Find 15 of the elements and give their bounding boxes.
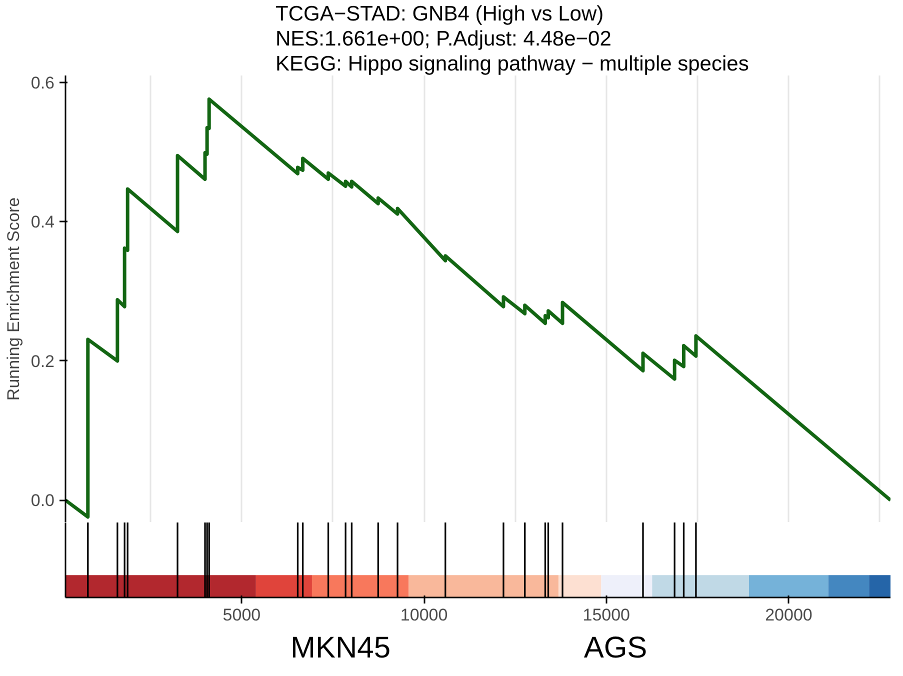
x-tick-label: 5000 — [222, 605, 261, 624]
y-tick-label: 0.6 — [30, 73, 55, 92]
text: AGS — [584, 632, 648, 664]
y-tick-label: 0.2 — [30, 352, 55, 371]
text: MKN45 — [290, 632, 391, 664]
y-tick-label: 0.4 — [30, 212, 55, 232]
x-tick-label: 20000 — [765, 605, 812, 624]
chart-subtitle: NES:1.661e+00; P.Adjust: 4.48e−02 — [276, 28, 612, 50]
y-axis-title: Running Enrichment Score — [4, 197, 23, 401]
line-series — [66, 97, 890, 519]
y-tick-label: 0.0 — [30, 491, 55, 510]
chart-title: TCGA−STAD: GNB4 (High vs Low) — [276, 2, 604, 26]
x-tick-label: 10000 — [400, 605, 448, 624]
x-tick-label: 15000 — [582, 605, 630, 624]
annotation: KEGG: Hippo signaling pathway − multiple species — [276, 52, 749, 76]
